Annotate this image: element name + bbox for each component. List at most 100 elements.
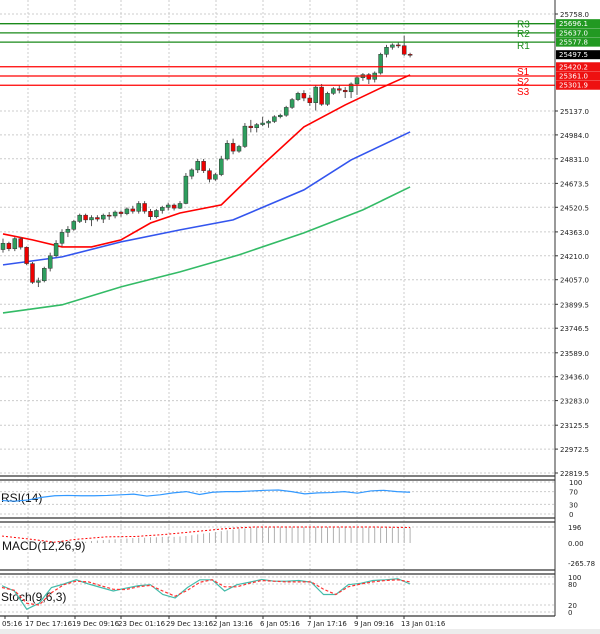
y-tick-label: 24673.5 xyxy=(560,180,589,188)
candle-body xyxy=(65,228,71,233)
candle-body xyxy=(378,54,383,74)
candle-body xyxy=(260,122,265,125)
bottom-strip xyxy=(0,629,600,634)
candle-body xyxy=(24,246,29,264)
candle-body xyxy=(254,124,259,128)
candle-body xyxy=(195,161,200,171)
candle-body xyxy=(278,114,283,118)
candle-body xyxy=(0,243,6,250)
candle-body xyxy=(160,207,165,211)
candle-body xyxy=(112,211,118,217)
candle-body xyxy=(101,214,106,220)
candle-body xyxy=(201,161,206,171)
candle-body xyxy=(248,125,254,128)
candle-body xyxy=(59,232,65,244)
candle-body xyxy=(12,238,18,250)
y-tick-label: 23283.0 xyxy=(560,398,589,406)
level-price-badge xyxy=(556,28,600,38)
candle-body xyxy=(36,280,41,283)
x-tick-label: 6 Jan 05:16 xyxy=(260,620,300,628)
candle-body xyxy=(18,238,23,248)
candle-body xyxy=(130,208,136,212)
level-price-label: 25577.8 xyxy=(559,39,588,47)
x-tick-label: 2 Jan 13:16 xyxy=(213,620,253,628)
y-tick-label: 23436.0 xyxy=(560,374,589,382)
candle-body xyxy=(295,93,301,100)
y-tick-label: 24363.0 xyxy=(560,229,589,237)
y-tick-label: 24831.0 xyxy=(560,156,589,164)
candle-body xyxy=(165,204,171,208)
level-price-badge xyxy=(556,19,600,29)
candle-body xyxy=(142,203,147,212)
macd-tick-label: -265.78 xyxy=(568,560,595,568)
candle-body xyxy=(342,89,348,93)
candle-body xyxy=(77,214,82,222)
y-tick-label: 25137.0 xyxy=(560,108,589,116)
y-tick-label: 23899.5 xyxy=(560,301,589,309)
level-price-label: 25301.9 xyxy=(559,82,588,90)
level-price-label: 25696.1 xyxy=(559,20,588,28)
candle-body xyxy=(331,88,336,94)
candle-body xyxy=(183,175,189,204)
level-price-label: 25420.2 xyxy=(559,63,588,71)
y-tick-label: 23746.5 xyxy=(560,325,589,333)
candle-body xyxy=(307,97,313,103)
candle-body xyxy=(407,54,413,56)
y-tick-label: 25758.0 xyxy=(560,11,589,19)
stoch-k-line xyxy=(1,578,411,610)
candle-body xyxy=(124,208,130,214)
x-tick-label: 19 Dec 09:16 xyxy=(72,620,120,628)
y-tick-label: 24057.0 xyxy=(560,277,589,285)
level-price-label: 25637.0 xyxy=(559,29,588,37)
level-price-badge xyxy=(556,71,600,81)
rsi-tick-label: 0 xyxy=(569,511,573,519)
level-price-badge xyxy=(556,62,600,72)
stoch-tick-label: 80 xyxy=(568,581,577,589)
moving-average-line xyxy=(2,131,411,266)
current-price-label: 25497.5 xyxy=(559,51,588,59)
level-label: S2 xyxy=(517,77,530,88)
level-label: R1 xyxy=(517,41,530,52)
x-tick-label: 7 Jan 17:16 xyxy=(307,620,347,628)
level-label: R2 xyxy=(517,29,530,40)
level-label: R3 xyxy=(517,20,530,31)
x-tick-label: 9 Jan 09:16 xyxy=(354,620,394,628)
macd-signal-line xyxy=(1,526,411,543)
level-price-badge xyxy=(556,80,600,90)
x-tick-label: 29 Dec 13:16 xyxy=(166,620,214,628)
grid xyxy=(0,0,555,616)
x-tick-label: 05:16 xyxy=(2,620,23,628)
x-tick-label: 23 Dec 01:16 xyxy=(118,620,166,628)
stoch-tick-label: 20 xyxy=(568,602,577,610)
stoch-pane: Stoch(9,6,3) xyxy=(1,578,411,610)
candle-body xyxy=(354,77,360,85)
candle-body xyxy=(106,214,112,217)
candle-body xyxy=(266,121,271,124)
candle-body xyxy=(272,116,277,122)
candle-body xyxy=(136,203,141,212)
stoch-label: Stoch(9,6,3) xyxy=(1,590,66,604)
candle-body xyxy=(213,174,218,180)
current-price-badge xyxy=(556,50,600,60)
candle-body xyxy=(30,263,35,283)
y-tick-label: 22972.5 xyxy=(560,446,589,454)
candle-body xyxy=(89,217,94,221)
candle-body xyxy=(53,243,59,257)
y-tick-label: 24984.0 xyxy=(560,132,589,140)
moving-average-line xyxy=(2,74,411,248)
candle-body xyxy=(177,203,183,209)
y-tick-label: 23589.0 xyxy=(560,350,589,358)
candle-body xyxy=(224,143,230,160)
candle-body xyxy=(154,210,159,218)
stoch-tick-label: 100 xyxy=(568,574,581,582)
level-label: S3 xyxy=(517,87,530,98)
candle-body xyxy=(301,93,307,99)
y-tick-label: 22819.5 xyxy=(560,470,589,478)
level-price-badge xyxy=(556,37,600,47)
moving-average-line xyxy=(2,186,411,314)
rsi-line xyxy=(1,489,411,502)
level-label: S1 xyxy=(517,67,530,78)
y-tick-label: 24520.5 xyxy=(560,204,589,212)
x-tick-label: 13 Jan 01:16 xyxy=(401,620,446,628)
